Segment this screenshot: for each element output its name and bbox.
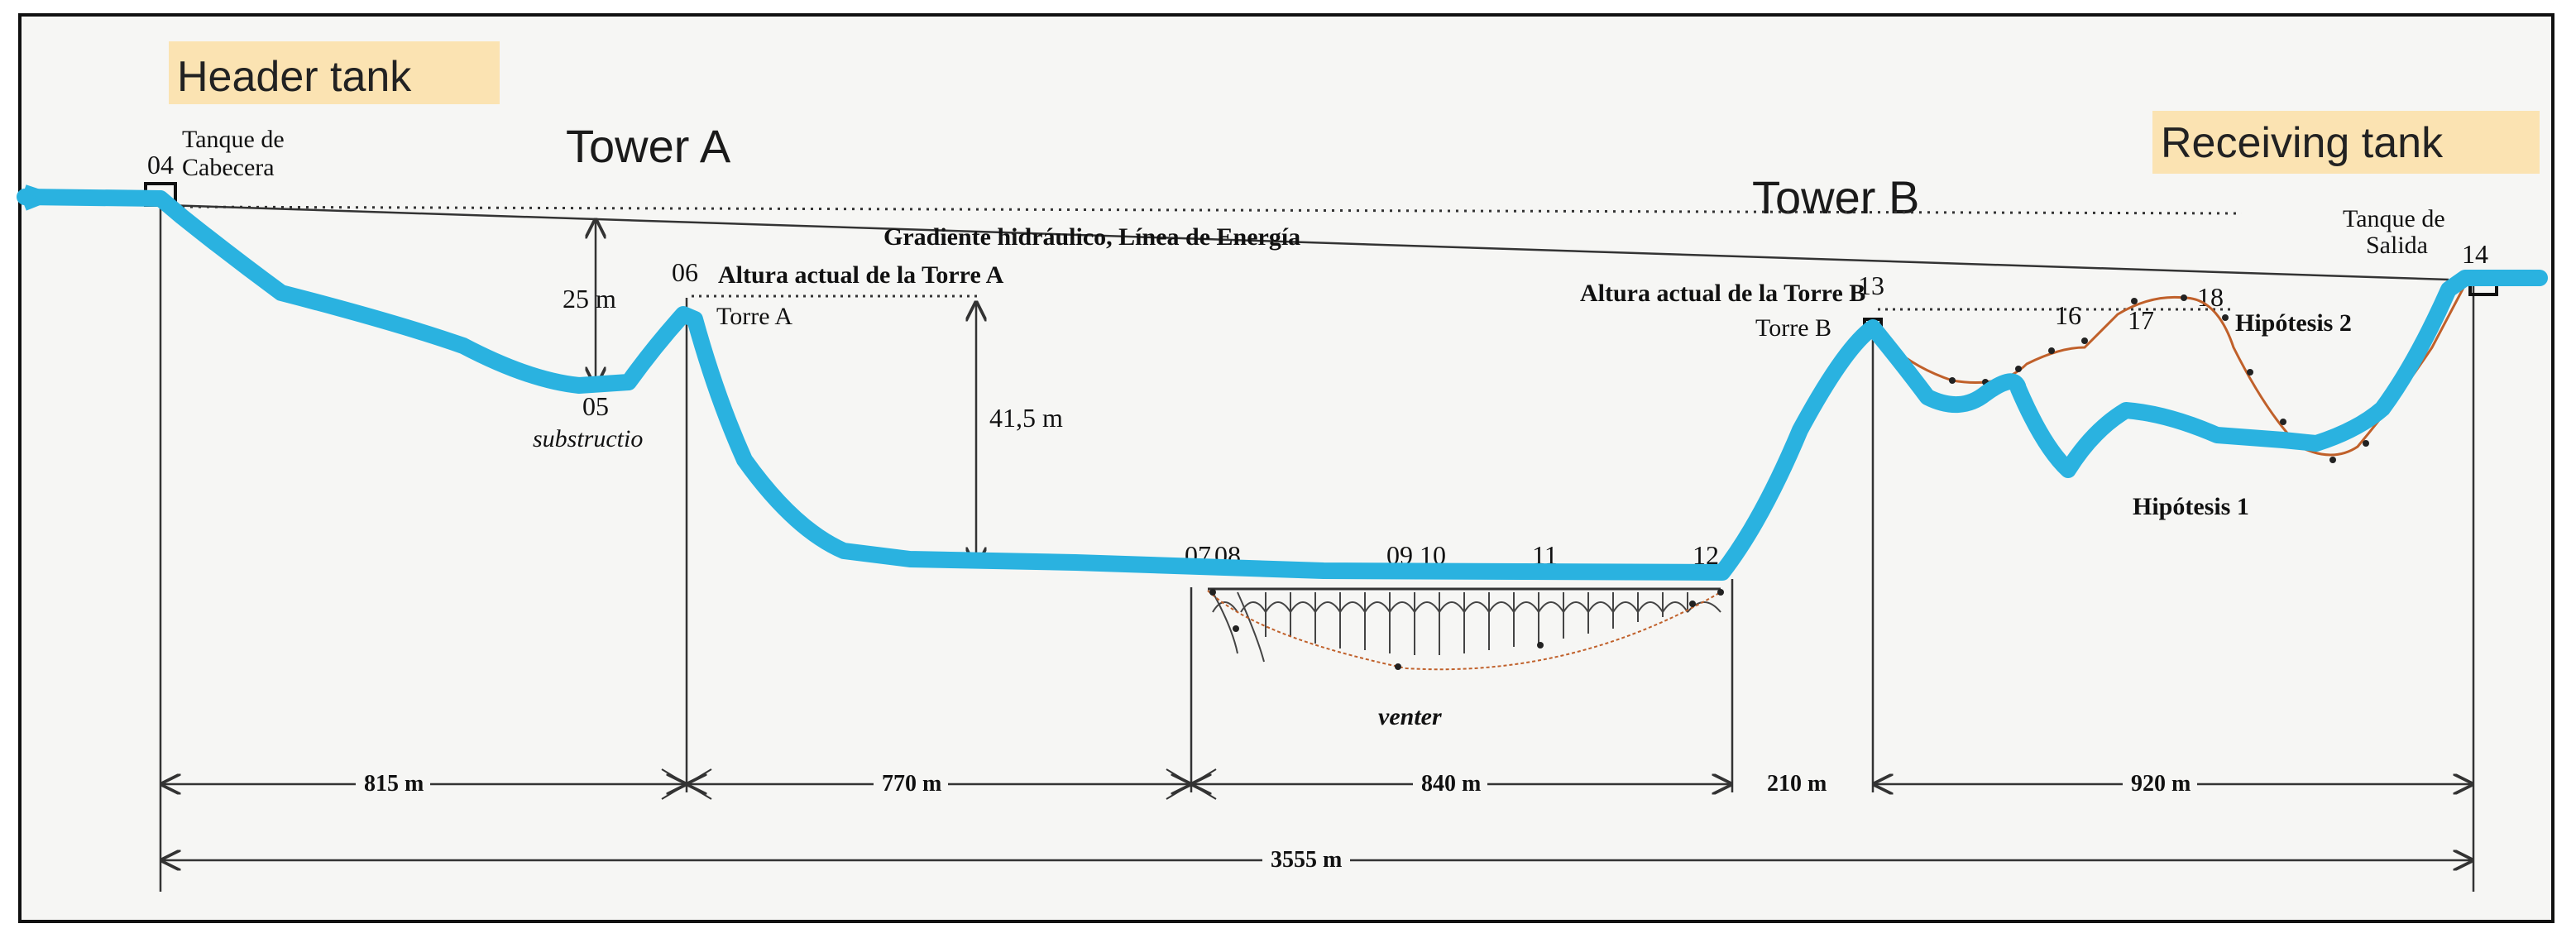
tanque-cabecera-line1: Tanque de — [182, 126, 285, 153]
gradient-label: Gradiente hidráulico, Línea de Energía — [883, 223, 1300, 251]
distance-920-label: 920 m — [2131, 771, 2191, 797]
altura-torre-a-label: Altura actual de la Torre A — [718, 261, 1004, 289]
energy-line-reference-dotted — [165, 205, 2243, 215]
pipeline-profile — [17, 189, 2548, 581]
tower-b-title: Tower B — [1752, 171, 1919, 223]
header-tank-highlight — [169, 41, 500, 104]
tanque-salida-line1: Tanque de — [2343, 205, 2445, 232]
venter-bridge — [1207, 587, 1724, 671]
tanque-salida-line2: Salida — [2366, 232, 2428, 259]
point-14-label: 14 — [2462, 239, 2488, 269]
header-tank-label: Header tank — [177, 53, 412, 101]
altura-torre-b-label: Altura actual de la Torre B — [1580, 280, 1865, 307]
distance-210-label: 210 m — [1767, 771, 1827, 797]
hipotesis-2-label: Hipótesis 2 — [2235, 309, 2352, 337]
torre-a-label: Torre A — [716, 303, 792, 330]
point-04-label: 04 — [147, 150, 174, 179]
height-25-label: 25 m — [563, 284, 616, 313]
point-16-label: 16 — [2055, 300, 2081, 330]
point-06-label: 06 — [672, 257, 698, 287]
energy-line — [165, 203, 2449, 281]
venter-label: venter — [1378, 703, 1442, 730]
torre-b-label: Torre B — [1755, 314, 1831, 342]
receiving-tank-highlight — [2152, 111, 2540, 174]
receiving-tank-label: Receiving tank — [2161, 119, 2444, 167]
distance-840-label: 840 m — [1421, 771, 1481, 797]
height-41-label: 41,5 m — [989, 403, 1063, 433]
inflow-arrow-icon — [23, 184, 62, 211]
distance-total-label: 3555 m — [1271, 847, 1342, 873]
tower-a-title: Tower A — [566, 120, 731, 172]
tanque-cabecera-line2: Cabecera — [182, 154, 275, 181]
distance-770-label: 770 m — [882, 771, 941, 797]
point-05-label: 05 — [582, 391, 609, 421]
point-17-label: 17 — [2128, 305, 2154, 335]
point-13-label: 13 — [1858, 270, 1884, 300]
hipotesis-1-label: Hipótesis 1 — [2133, 493, 2249, 520]
distance-815-label: 815 m — [364, 771, 424, 797]
substructio-label: substructio — [533, 425, 643, 452]
